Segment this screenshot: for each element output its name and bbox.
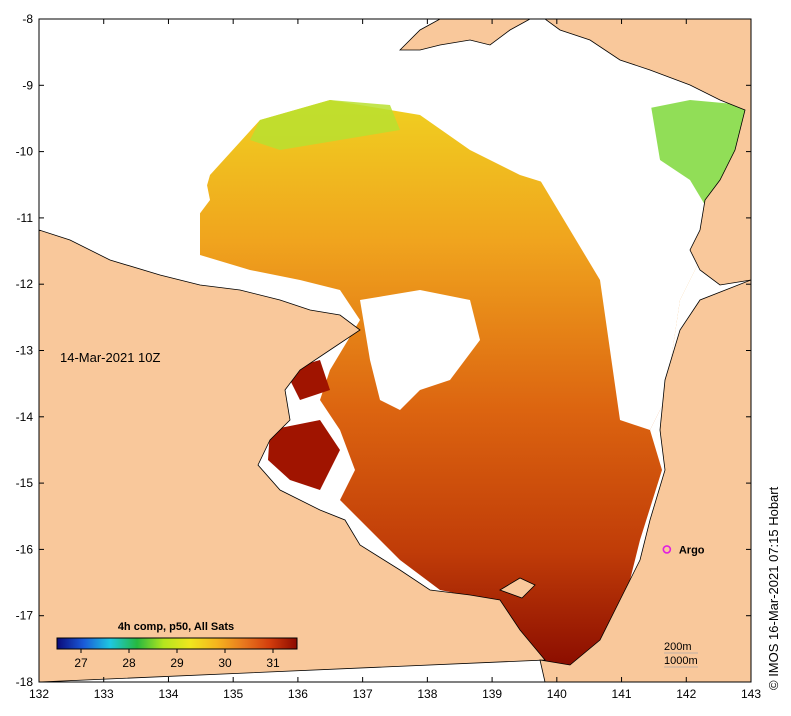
y-tick-label: -15 [16,476,34,490]
longitude-axis: 132 133 134 135 136 137 138 139 140 141 142 143 [29,19,761,701]
colorbar-label: 31 [266,656,280,670]
latitude-axis: -8 -9 -10 -11 -12 -13 -14 -15 -16 -17 -18 [16,12,751,689]
land-cape-york [544,19,751,286]
x-tick-label: 141 [612,687,632,701]
colorbar-label: 30 [218,656,232,670]
colorbar-title: 4h comp, p50, All Sats [118,621,234,633]
y-tick-label: -8 [22,12,33,26]
cloud-gap-west [39,140,210,270]
x-tick-label: 138 [417,687,437,701]
cloud-gap-east [530,70,700,430]
x-tick-label: 143 [741,687,761,701]
argo-marker-icon [662,545,672,554]
depth-legend-200m: 200m [664,641,692,653]
depth-legend-1000m: 1000m [664,655,698,667]
x-tick-label: 135 [223,687,243,701]
y-tick-label: -16 [16,542,34,556]
y-tick-label: -11 [17,211,34,225]
y-tick-label: -12 [16,277,34,291]
land-wellesley-islands [499,577,536,599]
y-tick-label: -9 [22,78,33,92]
cloud-gap-center [360,290,480,410]
imos-credit: © IMOS 16-Mar-2021 07:15 Hobart [766,486,781,690]
argo-float-marker: Argo [662,544,705,556]
x-tick-label: 132 [29,687,49,701]
colorbar-gradient [56,637,298,650]
argo-label: Argo [679,544,705,556]
y-tick-label: -18 [16,675,34,689]
x-tick-label: 136 [288,687,308,701]
sst-field-main [200,100,700,665]
y-tick-label: -13 [16,344,34,358]
y-tick-label: -14 [16,410,34,424]
x-tick-label: 133 [94,687,114,701]
land-new-guinea [399,19,531,51]
x-tick-label: 137 [353,687,373,701]
colorbar-label: 27 [74,656,88,670]
y-tick-label: -17 [16,609,34,623]
timestamp-label: 14-Mar-2021 10Z [60,350,160,365]
sst-field-west-coast [268,360,340,490]
colorbar-label: 28 [122,656,136,670]
colorbar-label: 29 [170,656,184,670]
land-queensland-gulf-coast [539,279,751,682]
colorbar-labels: 27 28 29 30 31 [74,649,280,670]
colorbar: 4h comp, p50, All Sats 27 28 29 30 31 [56,621,298,670]
x-tick-label: 142 [676,687,696,701]
x-tick-label: 139 [482,687,502,701]
land-layer [39,19,751,682]
x-tick-label: 134 [158,687,178,701]
sst-field-north [250,100,400,150]
land-northern-territory [39,229,546,682]
y-tick-label: -10 [16,145,34,159]
depth-legend: 200m 1000m [664,641,698,668]
x-tick-label: 140 [547,687,567,701]
